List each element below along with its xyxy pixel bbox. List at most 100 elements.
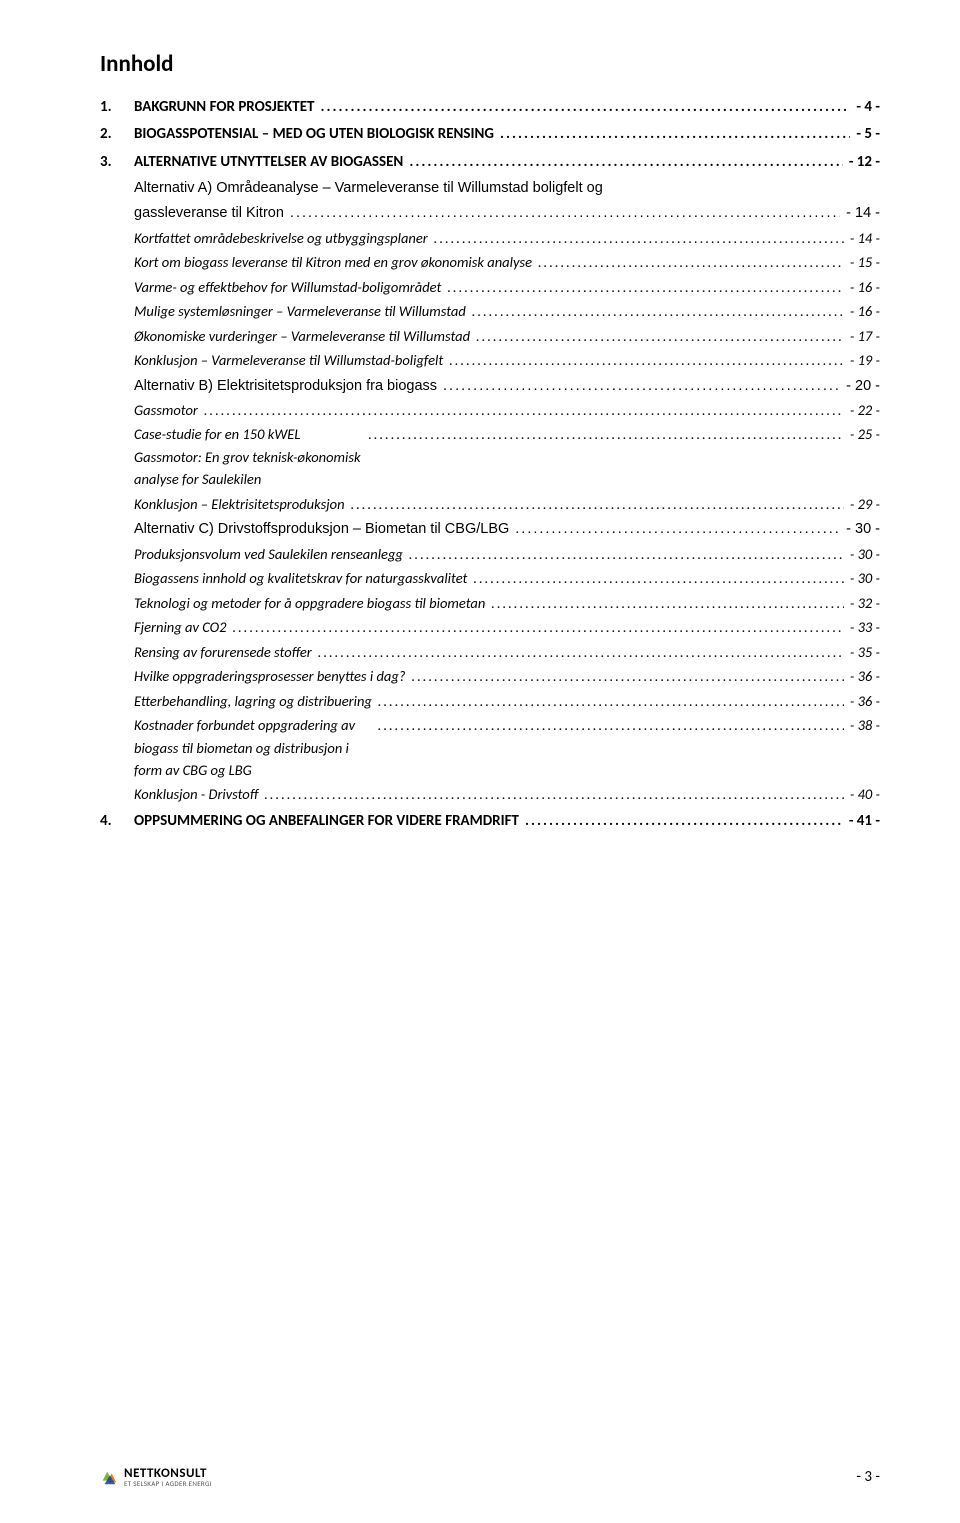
toc-page: - 17 - bbox=[844, 325, 880, 347]
toc-entry: Teknologi og metoder for å oppgradere bi… bbox=[100, 592, 880, 614]
toc-label: Biogassens innhold og kvalitetskrav for … bbox=[100, 567, 473, 589]
toc-page: - 15 - bbox=[844, 251, 880, 273]
toc-page: - 41 - bbox=[843, 810, 880, 833]
toc-label: Produksjonsvolum ved Saulekilen renseanl… bbox=[100, 543, 409, 565]
toc-entry: Mulige systemløsninger – Varmeleveranse … bbox=[100, 300, 880, 322]
toc-entry: Kostnader forbundet oppgradering av biog… bbox=[100, 714, 880, 781]
toc-entry: Fjerning av CO2 - 33 - bbox=[100, 616, 880, 638]
toc-label: Alternativ A) Områdeanalyse – Varmelever… bbox=[100, 177, 609, 199]
page-number: - 3 - bbox=[856, 1468, 880, 1486]
toc-label: Kort om biogass leveranse til Kitron med… bbox=[100, 251, 538, 273]
toc-entry: Alternativ A) Områdeanalyse – Varmelever… bbox=[100, 177, 880, 199]
toc-leader bbox=[443, 375, 840, 397]
toc-entry: Varme- og effektbehov for Willumstad-bol… bbox=[100, 276, 880, 298]
toc-number: 3. bbox=[100, 151, 134, 174]
toc-label: Case-studie for en 150 kWEL Gassmotor: E… bbox=[100, 423, 368, 490]
toc-page: - 30 - bbox=[844, 543, 880, 565]
toc-label: Teknologi og metoder for å oppgradere bi… bbox=[100, 592, 491, 614]
toc-label: OPPSUMMERING OG ANBEFALINGER FOR VIDERE … bbox=[134, 810, 525, 833]
toc-leader bbox=[351, 493, 844, 515]
toc-entry: Hvilke oppgraderingsprosesser benyttes i… bbox=[100, 665, 880, 687]
toc-page: - 14 - bbox=[844, 227, 880, 249]
toc-entry: Rensing av forurensede stoffer- 35 - bbox=[100, 641, 880, 663]
toc-label: Varme- og effektbehov for Willumstad-bol… bbox=[100, 276, 447, 298]
toc-entry: 2.BIOGASSPOTENSIAL – MED OG UTEN BIOLOGI… bbox=[100, 123, 880, 146]
toc-leader bbox=[204, 399, 844, 421]
toc-page: - 14 - bbox=[840, 202, 880, 224]
toc-leader bbox=[476, 325, 844, 347]
toc-entry: 1.BAKGRUNN FOR PROSJEKTET - 4 - bbox=[100, 96, 880, 119]
toc-number: 1. bbox=[100, 96, 134, 119]
toc-number: 4. bbox=[100, 810, 134, 833]
toc-label: Alternativ B) Elektrisitetsproduksjon fr… bbox=[100, 375, 443, 397]
toc-page: - 36 - bbox=[844, 665, 880, 687]
footer-logo: NETTKONSULT ET SELSKAP I AGDER ENERGI bbox=[100, 1467, 212, 1487]
toc-leader bbox=[378, 714, 844, 736]
toc-leader bbox=[515, 518, 840, 540]
toc-page: - 30 - bbox=[844, 567, 880, 589]
toc-leader bbox=[491, 592, 844, 614]
toc-label: ALTERNATIVE UTNYTTELSER AV BIOGASSEN bbox=[134, 151, 409, 174]
toc-entry: Gassmotor - 22 - bbox=[100, 399, 880, 421]
toc-page: - 19 - bbox=[844, 349, 880, 371]
toc-leader bbox=[412, 665, 844, 687]
toc-label: gassleveranse til Kitron bbox=[100, 202, 290, 224]
toc-label: Fjerning av CO2 bbox=[100, 616, 232, 638]
page-title: Innhold bbox=[100, 50, 880, 78]
toc-entry: 3.ALTERNATIVE UTNYTTELSER AV BIOGASSEN - … bbox=[100, 151, 880, 174]
toc-entry: Konklusjon - Drivstoff - 40 - bbox=[100, 783, 880, 805]
toc-entry: Kortfattet områdebeskrivelse og utbyggin… bbox=[100, 227, 880, 249]
toc-leader bbox=[447, 276, 843, 298]
toc-page: - 16 - bbox=[844, 300, 880, 322]
toc-leader bbox=[264, 783, 844, 805]
toc-page: - 22 - bbox=[844, 399, 880, 421]
toc-page: - 16 - bbox=[844, 276, 880, 298]
toc-page: - 12 - bbox=[843, 151, 880, 174]
toc-label: Mulige systemløsninger – Varmeleveranse … bbox=[100, 300, 472, 322]
toc-page: - 5 - bbox=[850, 123, 880, 146]
toc-label: BAKGRUNN FOR PROSJEKTET bbox=[134, 96, 320, 119]
toc-entry: gassleveranse til Kitron - 14 - bbox=[100, 202, 880, 224]
toc-leader bbox=[318, 641, 844, 663]
toc-entry: Kort om biogass leveranse til Kitron med… bbox=[100, 251, 880, 273]
toc-page: - 20 - bbox=[840, 375, 880, 397]
toc-page: - 38 - bbox=[844, 714, 880, 736]
toc-entry: Produksjonsvolum ved Saulekilen renseanl… bbox=[100, 543, 880, 565]
toc-label: Konklusjon - Drivstoff bbox=[100, 783, 264, 805]
toc-leader bbox=[472, 300, 844, 322]
toc-leader bbox=[378, 690, 844, 712]
toc-page: - 25 - bbox=[844, 423, 880, 445]
toc-entry: Biogassens innhold og kvalitetskrav for … bbox=[100, 567, 880, 589]
toc-label: Alternativ C) Drivstoffsproduksjon – Bio… bbox=[100, 518, 515, 540]
toc-label: Økonomiske vurderinger – Varmeleveranse … bbox=[100, 325, 476, 347]
logo-subtitle: ET SELSKAP I AGDER ENERGI bbox=[124, 1480, 212, 1487]
toc-leader bbox=[449, 349, 844, 371]
toc-page: - 32 - bbox=[844, 592, 880, 614]
toc-label: Etterbehandling, lagring og distribuerin… bbox=[100, 690, 378, 712]
toc-entry: Etterbehandling, lagring og distribuerin… bbox=[100, 690, 880, 712]
toc-label: Kortfattet områdebeskrivelse og utbyggin… bbox=[100, 227, 434, 249]
toc-leader bbox=[525, 810, 843, 833]
logo-icon bbox=[100, 1468, 118, 1486]
toc-leader bbox=[500, 123, 850, 146]
toc-label: Gassmotor bbox=[100, 399, 204, 421]
toc-page: - 33 - bbox=[844, 616, 880, 638]
toc-leader bbox=[368, 423, 844, 445]
toc-entry: Alternativ C) Drivstoffsproduksjon – Bio… bbox=[100, 518, 880, 540]
toc-entry: Alternativ B) Elektrisitetsproduksjon fr… bbox=[100, 375, 880, 397]
toc-leader bbox=[473, 567, 843, 589]
toc-number: 2. bbox=[100, 123, 134, 146]
toc-page: - 4 - bbox=[850, 96, 880, 119]
toc-page: - 29 - bbox=[844, 493, 880, 515]
toc-label: Hvilke oppgraderingsprosesser benyttes i… bbox=[100, 665, 412, 687]
toc-leader bbox=[232, 616, 843, 638]
toc-leader bbox=[409, 543, 844, 565]
toc-page: - 35 - bbox=[844, 641, 880, 663]
table-of-contents: 1.BAKGRUNN FOR PROSJEKTET - 4 - 2.BIOGASSP… bbox=[100, 96, 880, 833]
toc-label: Konklusjon – Varmeleveranse til Willumst… bbox=[100, 349, 449, 371]
toc-label: Kostnader forbundet oppgradering av biog… bbox=[100, 714, 378, 781]
toc-leader bbox=[538, 251, 844, 273]
toc-page: - 40 - bbox=[844, 783, 880, 805]
toc-page: - 30 - bbox=[840, 518, 880, 540]
toc-entry: Økonomiske vurderinger – Varmeleveranse … bbox=[100, 325, 880, 347]
